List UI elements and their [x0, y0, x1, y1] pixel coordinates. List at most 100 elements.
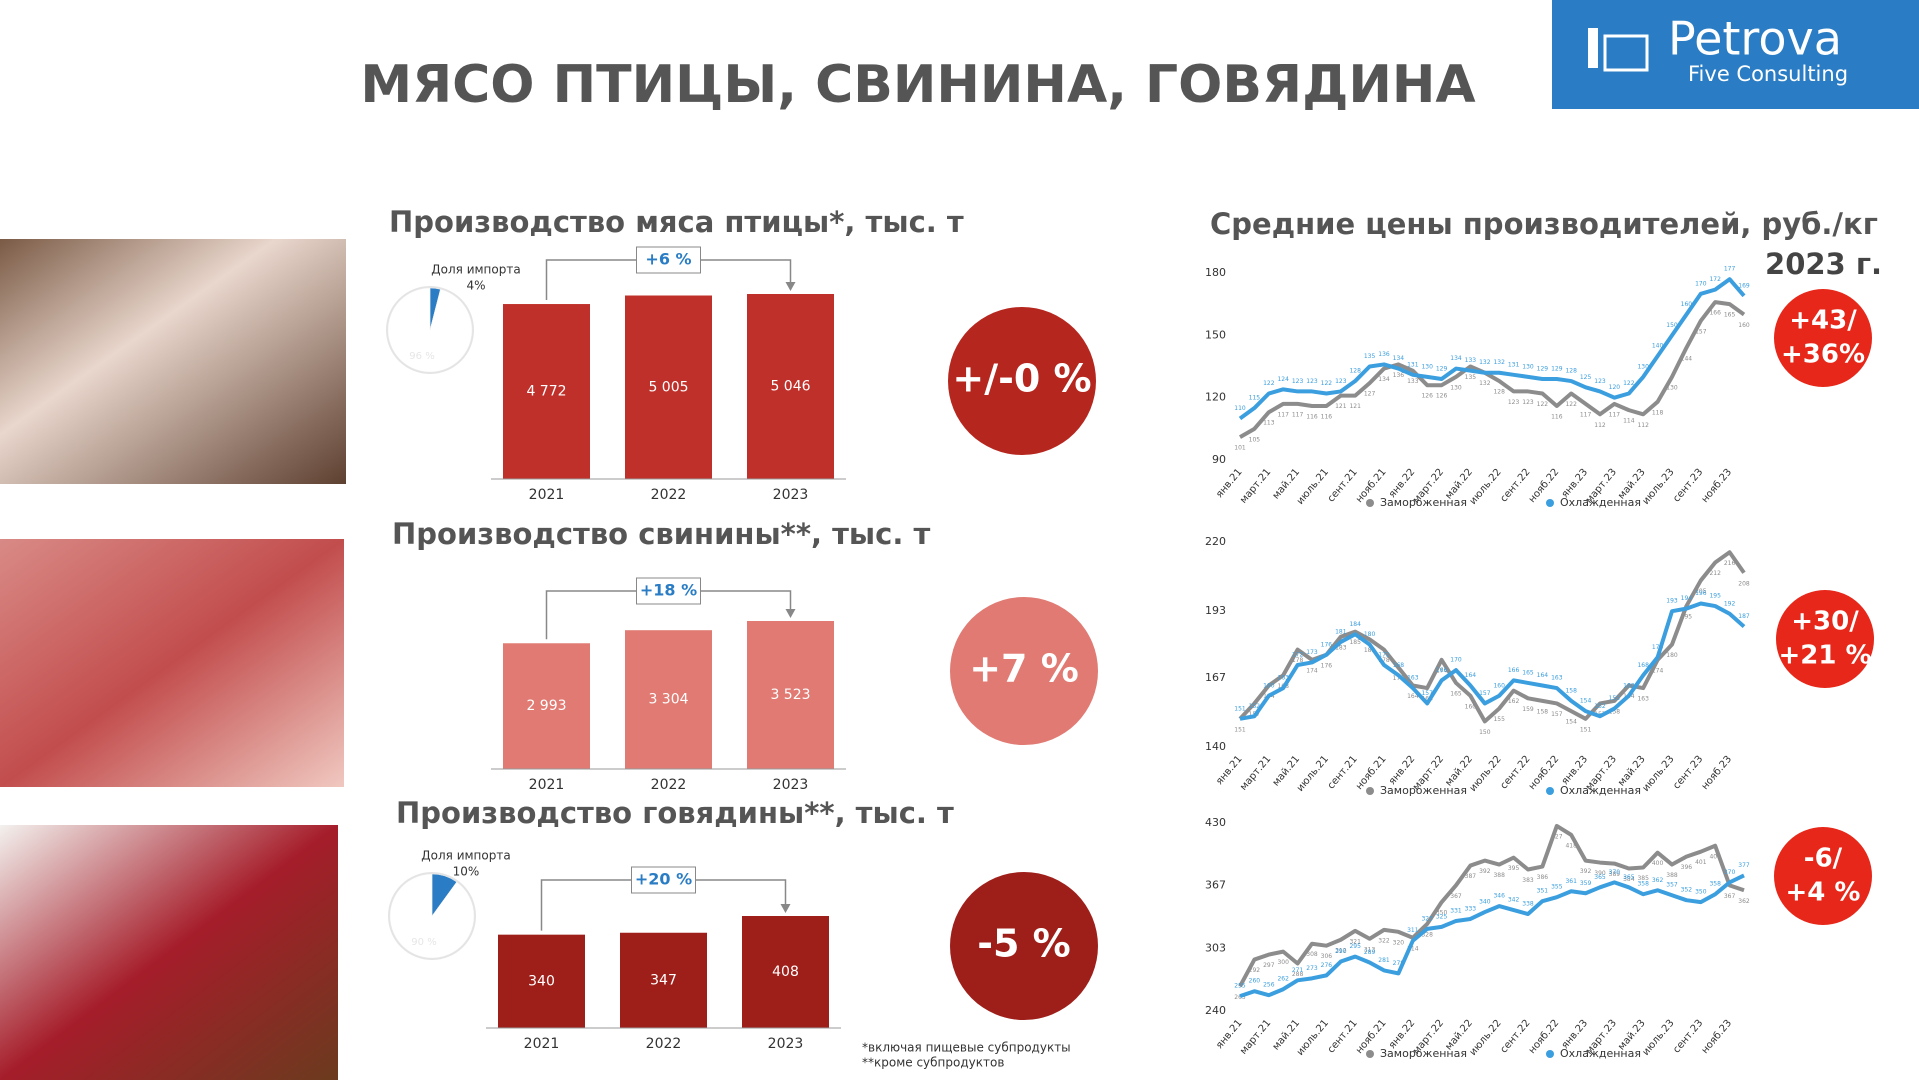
point-label: 160 — [1681, 301, 1693, 308]
point-label: 124 — [1277, 376, 1289, 383]
point-label: 110 — [1234, 405, 1246, 412]
point-label: 164 — [1407, 693, 1419, 700]
price-title: Средние цены производителей, руб./кг — [1210, 207, 1878, 241]
point-label: 265 — [1234, 994, 1246, 1001]
point-label: 134 — [1393, 355, 1405, 362]
y-tick-label: 140 — [1205, 740, 1226, 753]
point-label: 121 — [1335, 403, 1347, 410]
point-label: 176 — [1321, 641, 1333, 648]
point-label: 174 — [1436, 667, 1448, 674]
point-label: 113 — [1263, 420, 1275, 427]
logo-icon — [1588, 28, 1598, 68]
point-label: 208 — [1738, 580, 1750, 587]
x-tick-label: март.21 — [1238, 1018, 1273, 1057]
y-tick-label: 240 — [1205, 1004, 1226, 1017]
point-label: 136 — [1393, 372, 1405, 379]
point-label: 117 — [1580, 411, 1592, 418]
point-label: 322 — [1378, 937, 1390, 944]
point-label: 165 — [1522, 669, 1534, 676]
legend-label: Замороженная — [1380, 496, 1467, 509]
point-label: 276 — [1321, 962, 1333, 969]
point-label: 170 — [1450, 657, 1462, 664]
growth-arrow — [785, 282, 796, 291]
point-label: 172 — [1378, 652, 1390, 659]
point-label: 256 — [1263, 982, 1275, 989]
y-tick-label: 167 — [1205, 671, 1226, 684]
point-label: 178 — [1292, 657, 1304, 664]
footnote: *включая пищевые субпродукты — [862, 1041, 1071, 1055]
change-badge-label: -5 % — [977, 922, 1071, 966]
point-label: 117 — [1277, 411, 1289, 418]
legend-label: Охлажденная — [1560, 784, 1641, 797]
point-label: 331 — [1450, 907, 1462, 914]
point-label: 123 — [1335, 378, 1347, 385]
chart-title: Производство свинины**, тыс. т — [392, 517, 930, 551]
point-label: 122 — [1565, 401, 1577, 408]
series-line — [1239, 873, 1745, 999]
point-label: 295 — [1349, 943, 1361, 950]
point-label: 163 — [1277, 675, 1289, 682]
y-tick-label: 120 — [1205, 391, 1226, 404]
point-label: 116 — [1306, 413, 1318, 420]
point-label: 178 — [1378, 657, 1390, 664]
x-tick-label: 2022 — [651, 487, 687, 503]
x-tick-label: март.21 — [1238, 467, 1273, 506]
change-badge-label: +43/ — [1789, 306, 1857, 336]
pie-value-label: 4% — [466, 279, 485, 293]
point-label: 195 — [1709, 593, 1721, 600]
x-tick-label: нояб.23 — [1700, 467, 1735, 505]
point-label: 163 — [1407, 675, 1419, 682]
point-label: 212 — [1709, 570, 1721, 577]
x-tick-label: нояб.22 — [1527, 1018, 1562, 1056]
point-label: 152 — [1594, 703, 1606, 710]
bar-value-label: 4 772 — [526, 384, 566, 400]
point-label: 195 — [1681, 614, 1693, 621]
point-label: 196 — [1695, 590, 1707, 597]
point-label: 131 — [1508, 361, 1520, 368]
point-label: 273 — [1306, 965, 1318, 972]
x-tick-label: 2021 — [524, 1036, 560, 1052]
point-label: 159 — [1522, 706, 1534, 713]
point-label: 383 — [1522, 877, 1534, 884]
point-label: 321 — [1349, 938, 1361, 945]
x-tick-label: 2021 — [529, 777, 565, 793]
point-label: 184 — [1349, 621, 1361, 628]
point-label: 325 — [1436, 913, 1448, 920]
point-label: 129 — [1436, 365, 1448, 372]
point-label: 400 — [1652, 860, 1664, 867]
point-label: 300 — [1277, 959, 1289, 966]
point-label: 357 — [1666, 882, 1678, 889]
point-label: 362 — [1738, 898, 1750, 905]
point-label: 352 — [1681, 887, 1693, 894]
point-label: 155 — [1493, 716, 1505, 723]
poultry-photo — [0, 239, 346, 484]
change-badge-label: +/-0 % — [952, 357, 1091, 401]
bar-value-label: 347 — [650, 972, 677, 988]
point-label: 122 — [1537, 401, 1549, 408]
bar-value-label: 5 005 — [648, 379, 688, 395]
y-tick-label: 150 — [1205, 328, 1226, 341]
legend-label: Охлажденная — [1560, 1047, 1641, 1060]
change-badge — [1774, 289, 1872, 387]
pie-slice — [387, 287, 473, 373]
point-label: 194 — [1681, 595, 1693, 602]
point-label: 155 — [1609, 695, 1621, 702]
point-label: 160 — [1738, 322, 1750, 329]
point-label: 365 — [1594, 874, 1606, 881]
point-label: 160 — [1623, 682, 1635, 689]
growth-arrow — [785, 609, 796, 618]
point-label: 136 — [1378, 351, 1390, 358]
point-label: 134 — [1450, 355, 1462, 362]
change-badge — [950, 872, 1098, 1020]
point-label: 165 — [1450, 690, 1462, 697]
point-label: 260 — [1249, 978, 1261, 985]
point-label: 385 — [1637, 875, 1649, 882]
point-label: 351 — [1537, 888, 1549, 895]
x-tick-label: 2021 — [529, 487, 565, 503]
point-label: 289 — [1364, 949, 1376, 956]
point-label: 187 — [1738, 613, 1750, 620]
point-label: 157 — [1551, 711, 1563, 718]
point-label: 112 — [1594, 422, 1606, 429]
point-label: 183 — [1335, 644, 1347, 651]
